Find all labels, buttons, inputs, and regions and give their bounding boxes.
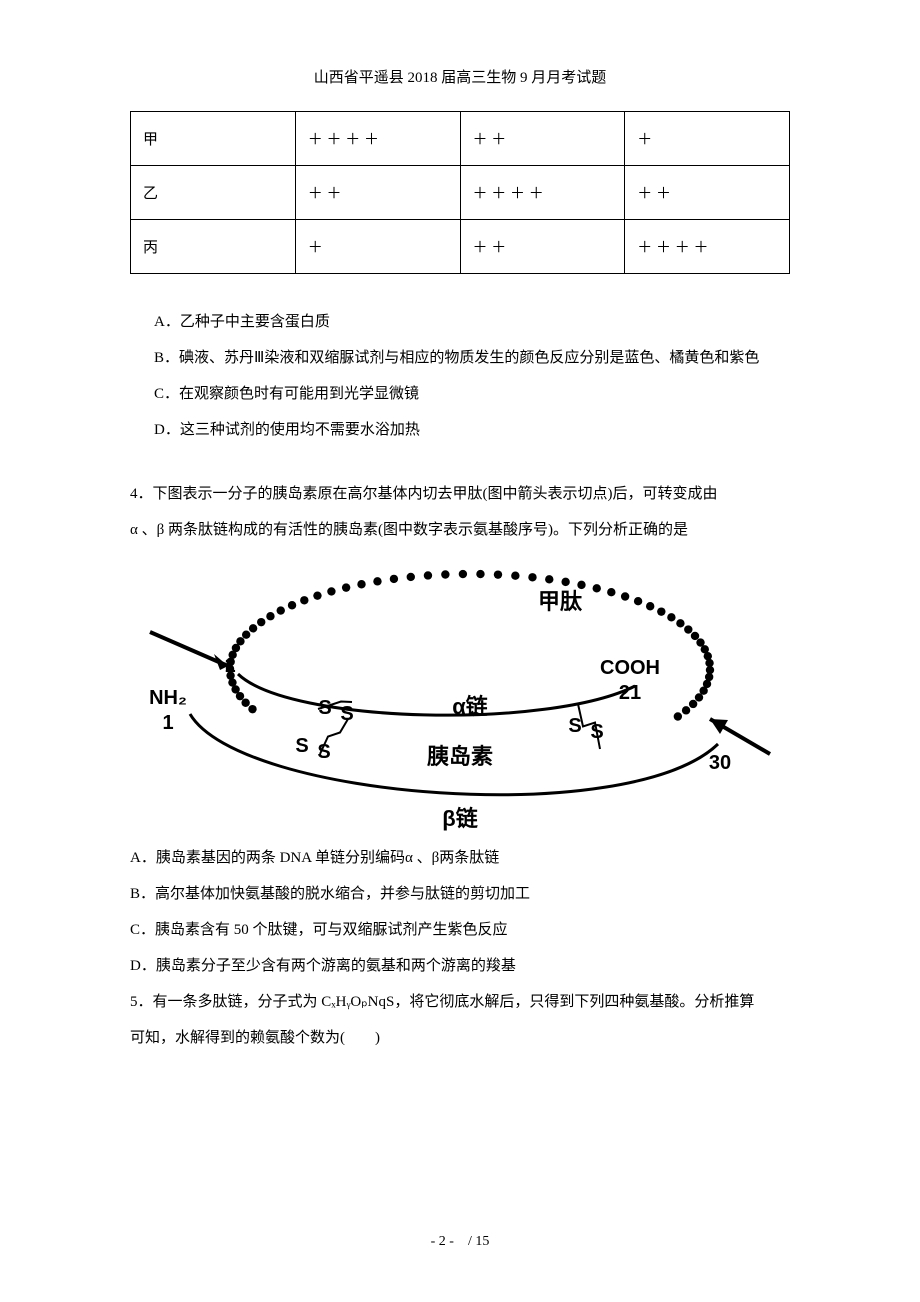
svg-text:β链: β链 xyxy=(442,806,477,831)
diagram-svg: SSSSSS甲肽NH₂11α链COOH21胰岛素30β链 xyxy=(130,554,780,834)
svg-text:胰岛素: 胰岛素 xyxy=(427,744,493,769)
cell-label: 丙 xyxy=(131,220,296,274)
q5-stem: 5．有一条多肽链，分子式为 CₓHᵧOₚNqS，将它彻底水解后，只得到下列四种氨… xyxy=(130,984,790,1056)
q4-option-c: C．胰岛素含有 50 个肽键，可与双缩脲试剂产生紫色反应 xyxy=(130,912,790,948)
page-footer: - 2 - / 15 xyxy=(0,1230,920,1250)
svg-text:30: 30 xyxy=(709,752,731,774)
content-area: 甲 ＋ ＋ ＋ ＋ ＋ ＋ ＋ 乙 ＋ ＋ ＋ ＋ ＋ ＋ ＋ ＋ 丙 ＋ ＋ … xyxy=(0,111,920,1056)
footer-text: - 2 - / 15 xyxy=(431,1234,490,1249)
q4-option-d: D．胰岛素分子至少含有两个游离的氨基和两个游离的羧基 xyxy=(130,948,790,984)
svg-text:1: 1 xyxy=(224,655,235,677)
q4-options: A．胰岛素基因的两条 DNA 单链分别编码α 、β两条肽链 B．高尔基体加快氨基… xyxy=(130,840,790,984)
svg-text:COOH: COOH xyxy=(600,657,660,679)
cell: ＋ ＋ ＋ ＋ xyxy=(460,166,625,220)
table-row: 甲 ＋ ＋ ＋ ＋ ＋ ＋ ＋ xyxy=(131,112,790,166)
svg-text:α链: α链 xyxy=(452,694,488,719)
q3-option-b: B．碘液、苏丹Ⅲ染液和双缩脲试剂与相应的物质发生的颜色反应分别是蓝色、橘黄色和紫… xyxy=(130,340,790,376)
cell: ＋ ＋ ＋ ＋ xyxy=(625,220,790,274)
cell: ＋ ＋ xyxy=(295,166,460,220)
svg-text:S: S xyxy=(318,697,331,719)
svg-text:甲肽: 甲肽 xyxy=(538,589,583,614)
cell-label: 乙 xyxy=(131,166,296,220)
page-header: 山西省平遥县 2018 届高三生物 9 月月考试题 xyxy=(0,0,920,111)
svg-text:S: S xyxy=(317,741,330,763)
q5-line1: 5．有一条多肽链，分子式为 CₓHᵧOₚNqS，将它彻底水解后，只得到下列四种氨… xyxy=(130,984,790,1020)
q4-stem-line1: 4．下图表示一分子的胰岛素原在高尔基体内切去甲肽(图中箭头表示切点)后，可转变成… xyxy=(130,476,790,512)
header-title: 山西省平遥县 2018 届高三生物 9 月月考试题 xyxy=(314,70,607,86)
q3-option-d: D．这三种试剂的使用均不需要水浴加热 xyxy=(130,412,790,448)
q4-stem-line2: α 、β 两条肽链构成的有活性的胰岛素(图中数字表示氨基酸序号)。下列分析正确的… xyxy=(130,512,790,548)
table-row: 丙 ＋ ＋ ＋ ＋ ＋ ＋ ＋ xyxy=(131,220,790,274)
q3-option-c: C．在观察颜色时有可能用到光学显微镜 xyxy=(130,376,790,412)
cell-label: 甲 xyxy=(131,112,296,166)
table-row: 乙 ＋ ＋ ＋ ＋ ＋ ＋ ＋ ＋ xyxy=(131,166,790,220)
svg-text:1: 1 xyxy=(162,712,173,734)
svg-text:S: S xyxy=(590,721,603,743)
cell: ＋ xyxy=(295,220,460,274)
svg-text:S: S xyxy=(568,715,581,737)
svg-text:NH₂: NH₂ xyxy=(149,687,187,709)
q4-option-b: B．高尔基体加快氨基酸的脱水缩合，并参与肽链的剪切加工 xyxy=(130,876,790,912)
svg-text:S: S xyxy=(295,735,308,757)
data-table: 甲 ＋ ＋ ＋ ＋ ＋ ＋ ＋ 乙 ＋ ＋ ＋ ＋ ＋ ＋ ＋ ＋ 丙 ＋ ＋ … xyxy=(130,111,790,274)
cell: ＋ xyxy=(625,112,790,166)
insulin-diagram: SSSSSS甲肽NH₂11α链COOH21胰岛素30β链 xyxy=(130,554,780,834)
q4-option-a: A．胰岛素基因的两条 DNA 单链分别编码α 、β两条肽链 xyxy=(130,840,790,876)
cell: ＋ ＋ ＋ ＋ xyxy=(295,112,460,166)
q3-option-a: A．乙种子中主要含蛋白质 xyxy=(130,304,790,340)
q5-line2: 可知，水解得到的赖氨酸个数为( ) xyxy=(130,1020,790,1056)
cell: ＋ ＋ xyxy=(625,166,790,220)
cell: ＋ ＋ xyxy=(460,112,625,166)
svg-text:21: 21 xyxy=(619,682,641,704)
q4-stem: 4．下图表示一分子的胰岛素原在高尔基体内切去甲肽(图中箭头表示切点)后，可转变成… xyxy=(130,476,790,548)
cell: ＋ ＋ xyxy=(460,220,625,274)
